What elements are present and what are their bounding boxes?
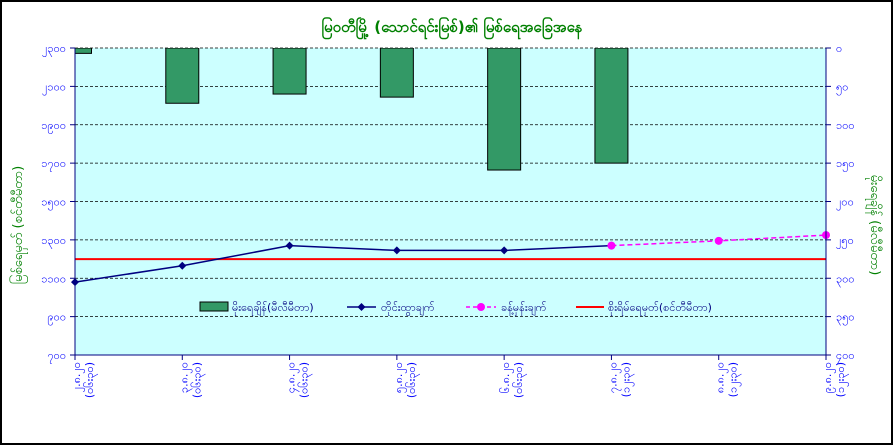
forecast-point <box>607 241 616 250</box>
y2-tick-label: ၀ <box>836 42 842 55</box>
rainfall-bar <box>487 48 522 171</box>
x-tick-time: (၀၆း၃၀) <box>83 362 98 398</box>
x-tick-date: ၄.၈.၂၀ <box>285 362 300 393</box>
x-tick-date: ၂.၈.၂၀ <box>70 362 85 392</box>
x-tick-time: (၀၆း၃၀) <box>190 362 205 398</box>
x-tick-date: ၈.၈.၂၀ <box>714 362 729 393</box>
y-tick-label: ၁၅၀၀ <box>41 196 66 211</box>
x-tick-date: ၇.၈.၂၀ <box>606 362 621 393</box>
legend-diamond-marker <box>357 303 366 311</box>
rainfall-bar <box>594 48 629 164</box>
y2-tick-label: ၃၅၀ <box>836 311 855 326</box>
x-tick-time: (၀၆း၃၀) <box>298 362 313 398</box>
legend-circle-marker <box>477 303 485 311</box>
x-tick-time: (၀၆း၃၀) <box>512 362 527 398</box>
y2-tick-label: ၂၅၀ <box>836 234 854 249</box>
legend-label-rainfall: မိုးရေချိန်(မီလီမီတာ) <box>232 301 314 316</box>
legend-label-measured: တိုင်းထွာချက် <box>381 301 435 316</box>
rainfall-bar <box>272 48 307 95</box>
y-tick-label: ၁၁၀၀ <box>41 272 66 285</box>
legend-label-danger: စိုးရိမ်ရေမှတ်(စင်တီမီတာ) <box>608 301 712 316</box>
legend-item-danger: စိုးရိမ်ရေမှတ်(စင်တီမီတာ) <box>576 301 712 316</box>
water-level-point <box>392 246 401 255</box>
x-axis-labels: ၂.၈.၂၀ (၀၆း၃၀) ၃.၈.၂၀ (၀၆း၃၀) ၄.၈.၂၀ (၀၆း၃၀) ၅… <box>70 362 849 398</box>
x-tick-date: ၉.၈.၂၀ <box>821 362 836 393</box>
y2-tick-label: ၅၀ <box>836 80 848 95</box>
y-tick-label: ၂၁၀၀ <box>42 80 66 95</box>
forecast-point <box>714 236 723 245</box>
water-level-point <box>178 261 187 270</box>
level-lines <box>71 231 830 287</box>
legend-label-forecast: ခန့်မှန်းချက် <box>501 301 547 316</box>
legend-item-forecast: ခန့်မှန်းချက် <box>466 301 547 316</box>
y-tick-label: ၇၀၀ <box>47 349 66 364</box>
y-tick-label: ၂၃၀၀ <box>42 42 66 57</box>
y2-tick-label: ၁၀၀ <box>836 119 855 132</box>
water-level-line <box>74 244 612 283</box>
y2-tick-label: ၄၀၀ <box>836 349 855 364</box>
y-tick-label: ၁၇၀၀ <box>41 157 66 172</box>
x-tick-time: (၀၆း၃၀) <box>405 362 420 398</box>
legend-item-measured: တိုင်းထွာချက် <box>347 301 435 316</box>
x-tick-time: (၁၂း၃၀) <box>834 362 849 397</box>
water-level-point <box>285 241 294 250</box>
gridlines <box>75 47 826 356</box>
y-tick-label: ၁၉၀၀ <box>41 119 66 134</box>
rainfall-bars <box>75 48 629 171</box>
y-tick-label: ၁၃၀၀ <box>41 234 66 249</box>
legend-swatch-rainfall <box>199 301 229 312</box>
legend-item-rainfall: မိုးရေချိန်(မီလီမီတာ) <box>199 301 314 316</box>
y2-tick-label: ၁၅၀ <box>836 157 855 172</box>
rainfall-bar <box>75 48 92 54</box>
x-tick-date: ၆.၈.၂၀ <box>499 362 514 393</box>
x-tick-date: ၃.၈.၂၀ <box>177 362 192 393</box>
y-tick-label: ၉၀၀ <box>47 311 66 326</box>
y2-tick-label: ၃၀၀ <box>836 272 855 287</box>
water-level-point <box>500 246 509 255</box>
legend: မိုးရေချိန်(မီလီမီတာ) တိုင်းထွာချက် ခန့်… <box>199 301 712 316</box>
y2-axis-title: မိုးရေချိန် (မီလီမီတာ) <box>865 175 883 276</box>
rainfall-bar <box>379 48 414 98</box>
y2-tick-label: ၂၀၀ <box>836 196 854 211</box>
y-axis-title: မြစ်ရေမှတ် (စင်တီမီတာ) <box>9 166 28 284</box>
rainfall-bar <box>165 48 200 104</box>
x-tick-time: (၁၂း၃၀) <box>619 362 634 397</box>
x-tick-time: (၁၂း၃၀) <box>727 362 742 397</box>
x-tick-date: ၅.၈.၂၀ <box>392 362 407 393</box>
